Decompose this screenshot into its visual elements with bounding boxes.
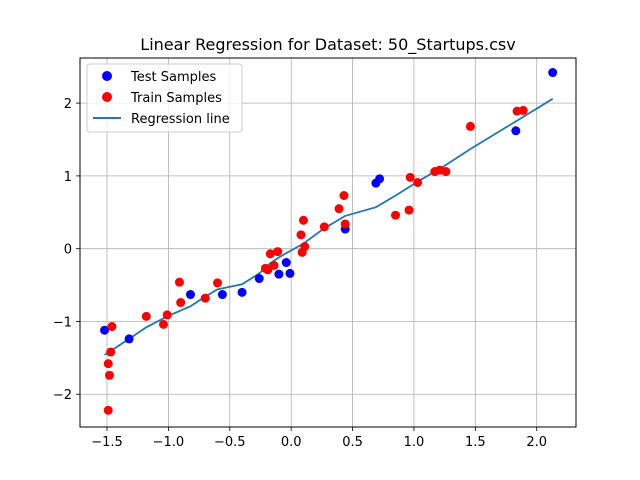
test-sample-point (237, 287, 247, 297)
legend-marker-test (102, 71, 112, 81)
x-tick-label: 0.5 (342, 435, 363, 450)
train-sample-point (273, 247, 283, 257)
train-sample-point (213, 278, 223, 288)
test-sample-point (281, 258, 291, 268)
legend-label-regression: Regression line (131, 112, 230, 127)
train-sample-point (158, 319, 168, 329)
scatter-points-layer (100, 68, 558, 415)
train-sample-point (340, 219, 350, 229)
axis-ticks: −1.5 −1.0 −0.5 0.0 0.5 1.0 1.5 2.0 −2 −1 0 1 2 (53, 97, 547, 450)
x-tick-label: 0.0 (281, 435, 302, 450)
test-sample-point (185, 290, 195, 300)
train-sample-point (103, 405, 113, 415)
train-sample-point (106, 347, 116, 357)
y-tick-label: 2 (64, 97, 72, 112)
legend-label-test: Test Samples (130, 70, 216, 85)
test-sample-point (511, 126, 521, 136)
x-tick-label: −1.0 (153, 435, 185, 450)
train-sample-point (298, 215, 308, 225)
train-sample-point (441, 167, 451, 177)
train-sample-point (518, 105, 528, 115)
train-sample-point (339, 191, 349, 201)
y-tick-label: 0 (64, 243, 72, 258)
train-sample-point (405, 172, 415, 182)
test-sample-point (100, 325, 110, 335)
train-sample-point (465, 121, 475, 131)
test-sample-point (285, 268, 295, 278)
train-sample-point (174, 277, 184, 287)
train-sample-point (404, 205, 414, 215)
x-tick-label: −0.5 (214, 435, 246, 450)
test-sample-point (124, 334, 134, 344)
test-sample-point (375, 174, 385, 184)
legend-marker-train (102, 92, 112, 102)
train-sample-point (413, 177, 423, 187)
train-sample-point (265, 249, 275, 259)
train-sample-point (334, 204, 344, 214)
test-sample-point (548, 68, 558, 78)
test-sample-point (254, 274, 264, 284)
train-sample-point (319, 222, 329, 232)
train-sample-point (103, 359, 113, 369)
chart-title: Linear Regression for Dataset: 50_Startu… (140, 35, 515, 55)
y-tick-label: −2 (53, 388, 72, 403)
x-tick-label: 2.0 (526, 435, 547, 450)
train-sample-point (391, 210, 401, 220)
x-tick-label: 1.0 (404, 435, 425, 450)
test-sample-point (217, 290, 227, 300)
x-tick-label: −1.5 (91, 435, 123, 450)
train-sample-point (200, 293, 210, 303)
train-sample-point (107, 322, 117, 332)
test-sample-point (274, 269, 284, 279)
train-sample-point (162, 310, 172, 320)
legend-label-train: Train Samples (130, 91, 222, 106)
x-tick-label: 1.5 (465, 435, 486, 450)
train-sample-point (176, 298, 186, 308)
y-tick-label: −1 (53, 315, 72, 330)
train-sample-point (104, 370, 114, 380)
legend: Test Samples Train Samples Regression li… (86, 63, 243, 133)
train-sample-point (141, 311, 151, 321)
plot-frame (79, 57, 577, 428)
train-sample-point (269, 260, 279, 270)
train-sample-point (296, 230, 306, 240)
y-tick-label: 1 (64, 170, 72, 185)
legend-box (86, 63, 243, 133)
train-sample-point (300, 242, 310, 252)
